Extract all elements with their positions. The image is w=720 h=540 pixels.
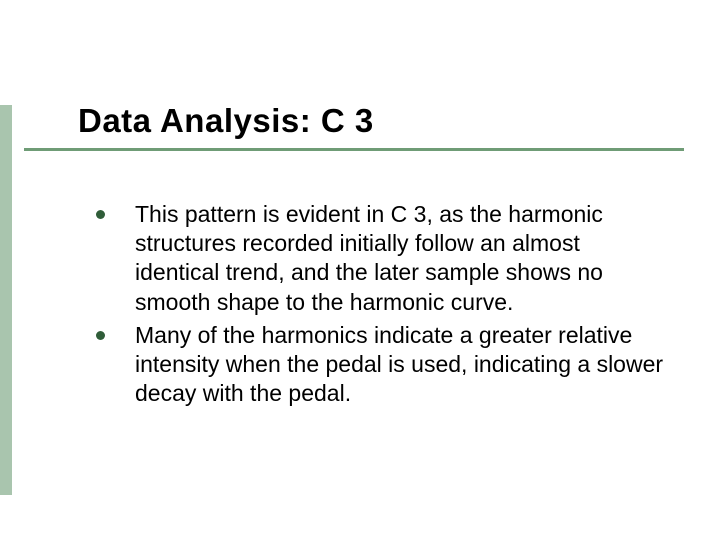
title-underline xyxy=(24,148,684,151)
body-area: This pattern is evident in C 3, as the h… xyxy=(96,200,666,412)
slide-title: Data Analysis: C 3 xyxy=(78,102,658,140)
bullet-text: Many of the harmonics indicate a greater… xyxy=(135,321,666,409)
bullet-icon xyxy=(96,331,105,340)
bullet-icon xyxy=(96,210,105,219)
bullet-text: This pattern is evident in C 3, as the h… xyxy=(135,200,666,317)
bullet-item: Many of the harmonics indicate a greater… xyxy=(96,321,666,409)
slide: Data Analysis: C 3 This pattern is evide… xyxy=(0,0,720,540)
bullet-item: This pattern is evident in C 3, as the h… xyxy=(96,200,666,317)
title-wrap: Data Analysis: C 3 xyxy=(78,102,658,140)
accent-bar xyxy=(0,105,12,495)
